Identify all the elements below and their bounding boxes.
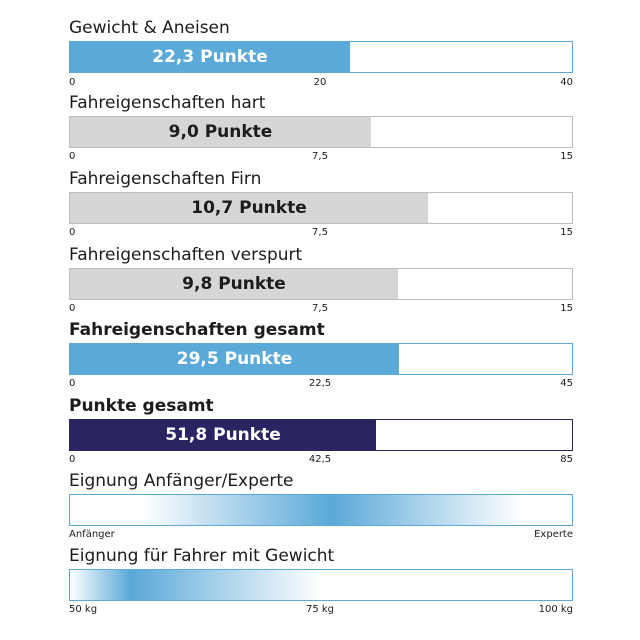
tick-max: Experte (534, 529, 573, 540)
tick-min: 0 (69, 303, 76, 314)
tick-min: Anfänger (69, 529, 115, 540)
tick-min: 0 (69, 77, 76, 88)
tick-max: 15 (560, 227, 573, 238)
chart-title: Fahreigenschaften gesamt (69, 320, 325, 340)
tick-min: 0 (69, 227, 76, 238)
tick-max: 15 (560, 303, 573, 314)
tick-mid: 7,5 (312, 227, 328, 238)
tick-max: 45 (560, 378, 573, 389)
bar-fill (70, 420, 376, 450)
chart-title: Fahreigenschaften hart (69, 93, 266, 113)
bar-fill (70, 193, 428, 223)
tick-min: 0 (69, 151, 76, 162)
tick-max: 100 kg (538, 604, 573, 615)
chart-title: Gewicht & Aneisen (69, 18, 230, 38)
bar-value-label: 51,8 Punkte (165, 425, 281, 445)
bar-track: 10,7 Punkte (69, 192, 573, 224)
bar-fill (70, 117, 371, 147)
tick-mid: 42,5 (308, 454, 332, 465)
tick-max: 15 (560, 151, 573, 162)
bar-fill (70, 344, 399, 374)
bar-value-label: 29,5 Punkte (176, 349, 293, 369)
suitability-gradient-bar (69, 569, 573, 601)
tick-max: 40 (560, 77, 573, 88)
tick-min: 0 (69, 454, 76, 465)
tick-mid: 75 kg (305, 604, 335, 615)
chart-title: Eignung für Fahrer mit Gewicht (69, 546, 335, 566)
bar-value-label: 22,3 Punkte (152, 47, 268, 67)
chart-title: Eignung Anfänger/Experte (69, 471, 294, 491)
chart-title: Fahreigenschaften verspurt (69, 245, 303, 265)
tick-mid: 22,5 (308, 378, 332, 389)
tick-min: 50 kg (69, 604, 98, 615)
tick-mid: 7,5 (312, 151, 328, 162)
tick-mid: 7,5 (312, 303, 328, 314)
chart-title: Fahreigenschaften Firn (69, 169, 262, 189)
bar-track: 51,8 Punkte (69, 419, 573, 451)
bar-value-label: 9,8 Punkte (182, 274, 286, 294)
bar-value-label: 9,0 Punkte (168, 122, 273, 142)
bar-track: 22,3 Punkte (69, 41, 573, 73)
bar-fill (70, 42, 350, 72)
chart-title: Punkte gesamt (69, 396, 214, 416)
tick-min: 0 (69, 378, 76, 389)
bar-fill (70, 269, 398, 299)
bar-track: 9,0 Punkte (69, 116, 573, 148)
bar-value-label: 10,7 Punkte (191, 198, 307, 218)
suitability-gradient-bar (69, 494, 573, 526)
tick-max: 85 (560, 454, 573, 465)
bar-track: 29,5 Punkte (69, 343, 573, 375)
bar-track: 9,8 Punkte (69, 268, 573, 300)
tick-mid: 20 (313, 77, 327, 88)
